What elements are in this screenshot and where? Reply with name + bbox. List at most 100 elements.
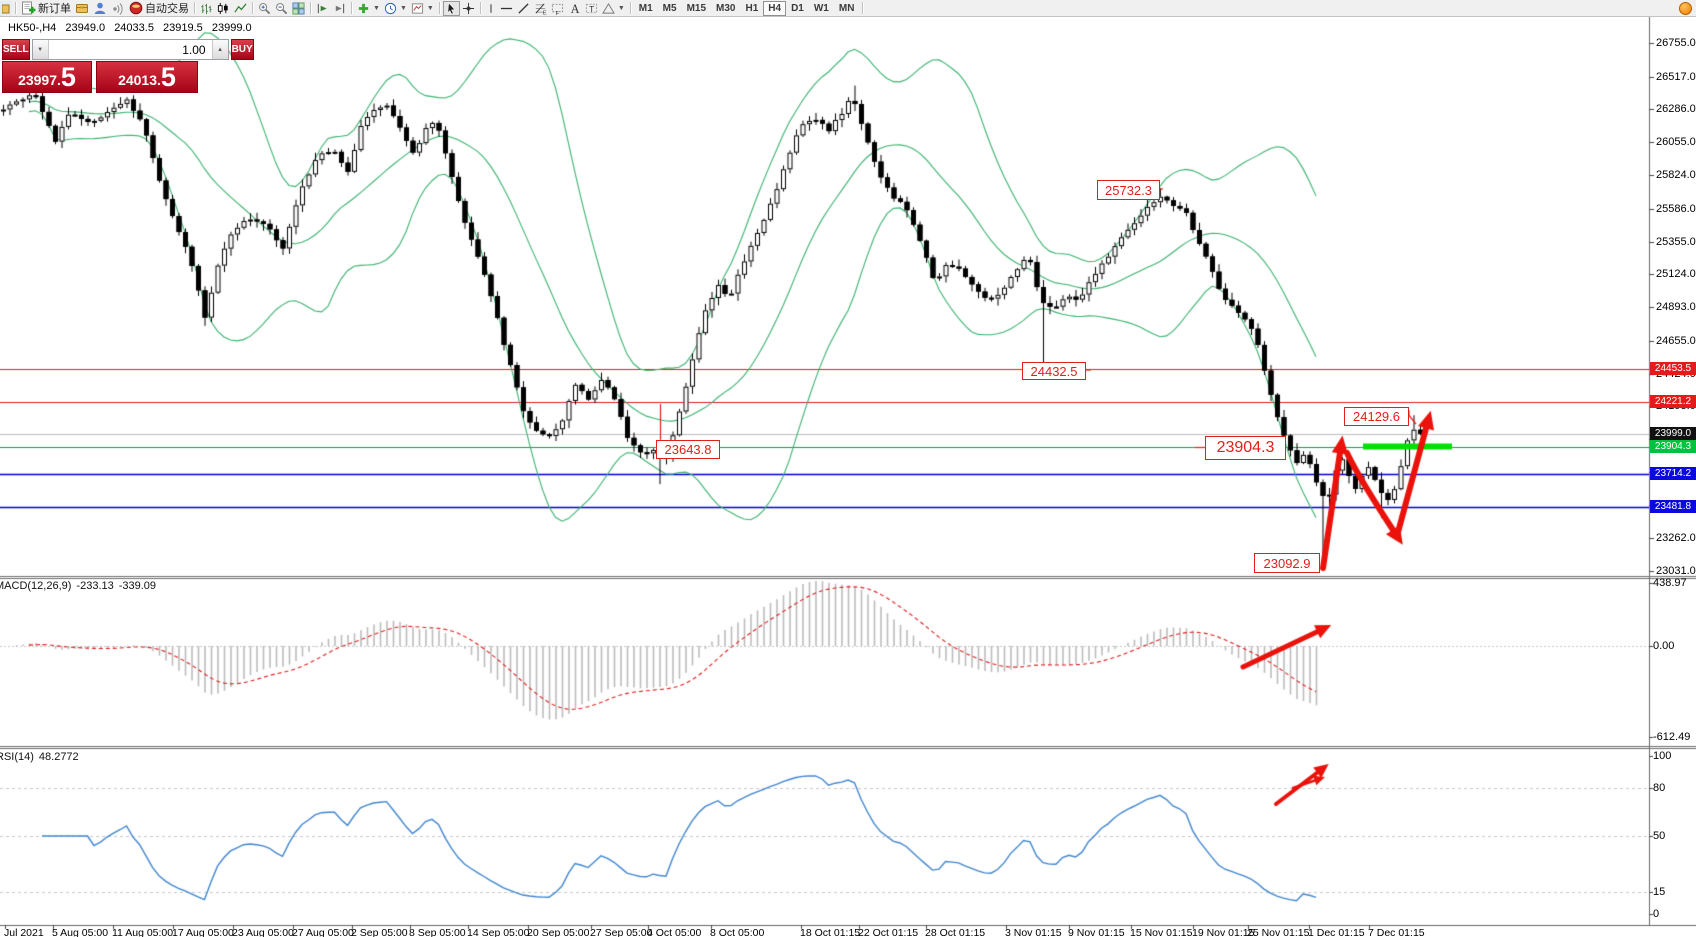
cursor-tool[interactable] [442, 0, 460, 16]
community-icon[interactable] [91, 1, 109, 16]
level-price-axis-label: 24453.5 [1650, 362, 1696, 375]
open-value: 23949.0 [65, 22, 106, 34]
lot-increase-button[interactable]: ▲ [211, 40, 228, 59]
timeframe-m5-button[interactable]: M5 [662, 2, 677, 14]
price-callout-23092-9[interactable]: 23092.9 [1254, 553, 1320, 573]
indicators-menu[interactable]: ▼ [355, 1, 382, 16]
time-tick-label: 8 Sep 05:00 [409, 927, 466, 937]
timeframe-m1-button[interactable]: M1 [638, 2, 653, 14]
timeframe-w1-button[interactable]: W1 [813, 2, 829, 14]
symbol-period-label: HK50-,H4 [8, 22, 57, 34]
toolbar-separator [629, 2, 631, 14]
close-value: 23999.0 [211, 22, 252, 34]
price-tick-label: 24655.0 [1656, 335, 1696, 347]
price-tick-label: 26055.0 [1656, 136, 1696, 148]
autotrading-button-label: 自动交易 [145, 3, 189, 15]
price-callout-24129-6[interactable]: 24129.6 [1344, 407, 1409, 426]
toolbar-separator [310, 2, 311, 14]
periods-menu[interactable]: ▼ [382, 1, 409, 16]
time-tick-label: 28 Oct 01:15 [925, 927, 986, 937]
time-tick-label: 1 Dec 01:15 [1308, 927, 1365, 937]
new-order-button[interactable]: 新订单 [19, 1, 73, 16]
timeframe-h1-button[interactable]: H1 [745, 2, 759, 14]
line-chart-icon[interactable] [232, 1, 249, 16]
zoom-in-icon[interactable] [256, 1, 273, 16]
indicator-tick-label: 0 [1653, 908, 1660, 920]
price-callout-23643-8[interactable]: 23643.8 [656, 440, 720, 459]
toolbar-separator [351, 2, 352, 14]
vertical-line-tool[interactable] [484, 1, 498, 16]
bid-price-axis-label: 23999.0 [1650, 427, 1696, 440]
timeframe-m15-button[interactable]: M15 [686, 2, 707, 14]
alert-status-icon[interactable] [1679, 2, 1692, 15]
fibonacci-tool[interactable]: E [532, 1, 549, 16]
templates-menu[interactable]: ▼ [409, 1, 436, 16]
price-callout-24432-5[interactable]: 24432.5 [1022, 362, 1086, 380]
toolbar: 新订单 自动交易 ▼ ▼ ▼ E F A T ▼ M1 M5 M15 M30 H1 H4 D1 W1 MN [0, 0, 1696, 17]
indicator-tick-label: 15 [1653, 886, 1666, 898]
signals-icon[interactable] [109, 1, 127, 16]
indicator-tick-label: 50 [1653, 830, 1666, 842]
time-tick-label: 15 Nov 01:15 [1130, 927, 1193, 937]
lot-decrease-button[interactable]: ▼ [32, 40, 49, 59]
sell-price-display[interactable]: 23997. 5 [2, 61, 92, 93]
time-tick-label: 9 Nov 01:15 [1068, 927, 1125, 937]
text-tool[interactable]: A [566, 1, 583, 16]
price-tick-label: 25124.0 [1656, 268, 1696, 280]
price-callout-25732-3[interactable]: 25732.3 [1097, 180, 1160, 200]
rsi-value: 48.2772 [38, 751, 79, 763]
indicator-tick-label: 100 [1653, 750, 1672, 762]
zoom-out-icon[interactable] [273, 1, 290, 16]
buy-price-display[interactable]: 24013. 5 [96, 61, 198, 93]
shapes-tool[interactable]: ▼ [600, 1, 627, 16]
timeframe-mn-button[interactable]: MN [838, 2, 855, 14]
chevron-down-icon: ▼ [373, 4, 380, 12]
market-depth-icon[interactable] [73, 1, 91, 16]
timeframe-h4-button[interactable]: H4 [763, 0, 787, 16]
toolbar-separator [438, 2, 440, 14]
high-value: 24033.5 [114, 22, 154, 34]
timeframe-d1-button[interactable]: D1 [791, 2, 804, 14]
auto-scroll-icon[interactable] [314, 1, 331, 16]
chevron-down-icon: ▼ [399, 4, 407, 12]
timeframe-m30-button[interactable]: M30 [716, 2, 736, 14]
bar-chart-icon[interactable] [198, 1, 215, 16]
trendline-tool[interactable] [515, 1, 532, 16]
macd-value-2: -339.09 [118, 580, 157, 592]
sell-price-big-digit: 5 [60, 62, 76, 93]
chevron-down-icon: ▼ [617, 4, 625, 12]
sell-button[interactable]: SELL [2, 39, 30, 60]
svg-text:A: A [571, 2, 580, 15]
horizontal-line-tool[interactable] [498, 1, 515, 16]
chart-ohlc-info: HK50-,H4 23949.0 24033.5 23919.5 23999.0 [8, 22, 258, 34]
level-price-axis-label: 23714.2 [1650, 467, 1696, 480]
svg-text:F: F [555, 10, 559, 14]
level-price-axis-label: 24221.2 [1650, 395, 1696, 408]
time-tick-label: 3 Nov 01:15 [1005, 927, 1062, 937]
channel-tool[interactable]: F [549, 1, 566, 16]
crosshair-tool[interactable] [460, 1, 477, 16]
time-tick-label: 23 Aug 05:00 [232, 927, 294, 937]
price-tick-label: 23262.0 [1656, 532, 1696, 544]
label-tool[interactable]: T [583, 1, 600, 16]
chart-shift-icon[interactable] [331, 1, 348, 16]
price-tick-label: 25824.0 [1656, 169, 1696, 181]
svg-text:T: T [589, 3, 594, 13]
candlestick-chart-icon[interactable] [215, 1, 232, 16]
indicator-tick-label: -612.49 [1653, 731, 1691, 743]
macd-name: MACD(12,26,9) [0, 580, 72, 592]
rsi-indicator-label: RSI(14) 48.2772 [0, 751, 260, 763]
toolbar-separator [479, 2, 481, 14]
autotrading-button[interactable]: 自动交易 [127, 1, 191, 16]
clipped-window-icon[interactable] [0, 0, 12, 16]
tile-windows-icon[interactable] [290, 1, 307, 16]
toolbar-separator [862, 2, 864, 14]
lot-size-input[interactable] [48, 40, 212, 59]
time-tick-label: 2 Sep 05:00 [351, 927, 408, 937]
chevron-down-icon: ▼ [426, 4, 434, 12]
buy-button[interactable]: BUY [230, 39, 254, 60]
price-callout-23904-3[interactable]: 23904.3 [1205, 436, 1286, 460]
time-tick-label: 27 Aug 05:00 [292, 927, 354, 937]
rsi-name: RSI(14) [0, 751, 34, 763]
